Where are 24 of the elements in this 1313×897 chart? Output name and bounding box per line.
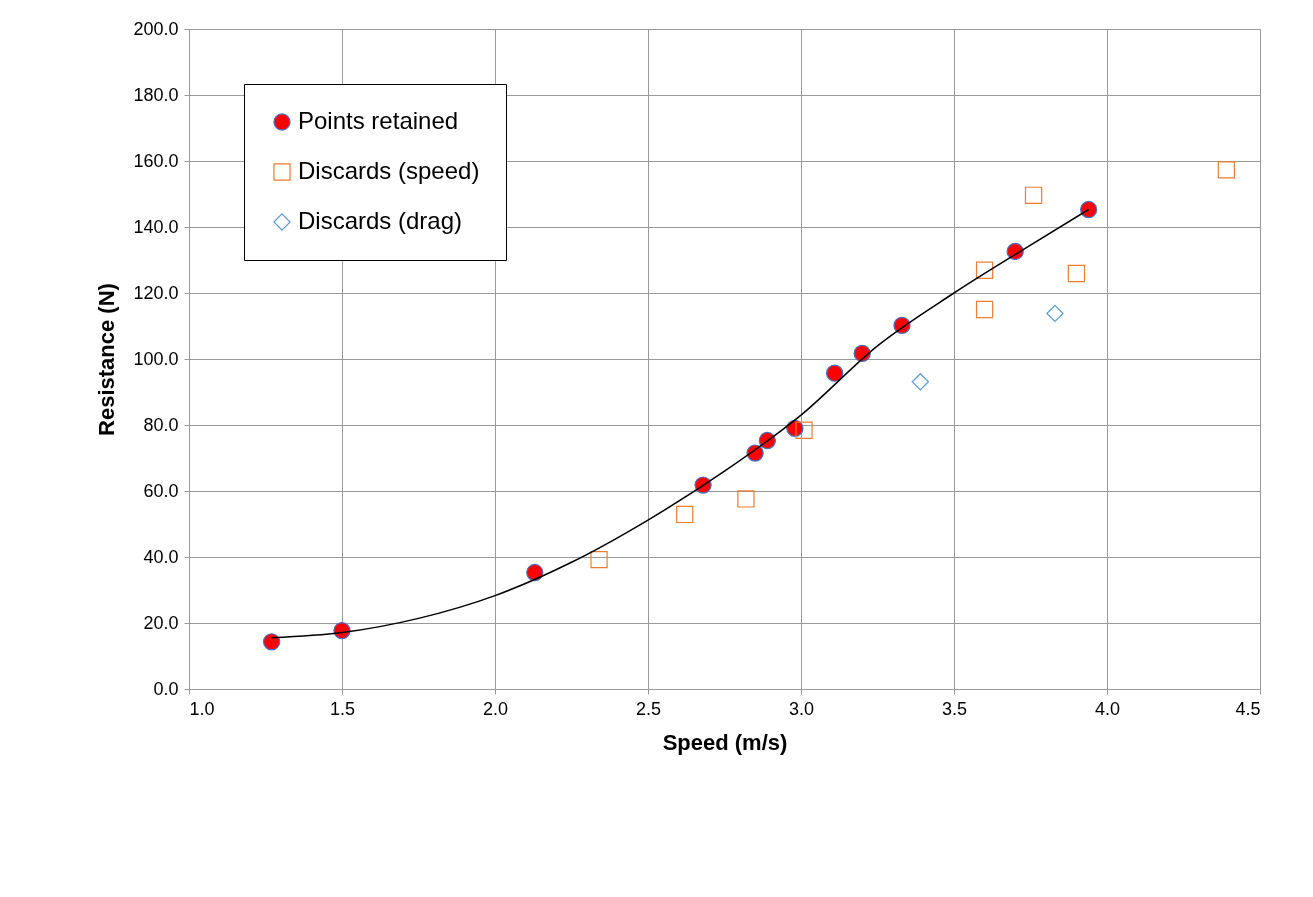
x-tick-label: 3.0 xyxy=(788,698,815,719)
x-tick-label: 4.0 xyxy=(1094,698,1121,719)
y-tick-label: 200.0 xyxy=(133,18,179,39)
x-axis-title: Speed (m/s) xyxy=(662,729,788,755)
y-tick-label: 160.0 xyxy=(133,150,179,171)
x-tick-label: 1.5 xyxy=(329,698,356,719)
y-tick-label: 20.0 xyxy=(143,612,179,633)
legend-label: Discards (drag) xyxy=(298,207,463,234)
x-tick-label: 2.0 xyxy=(482,698,509,719)
x-tick-label: 2.5 xyxy=(635,698,662,719)
y-tick-label: 180.0 xyxy=(133,84,179,105)
x-tick-label: 4.5 xyxy=(1235,698,1261,719)
y-tick-label: 120.0 xyxy=(133,282,179,303)
legend-label: Discards (speed) xyxy=(298,157,480,184)
y-tick-label: 0.0 xyxy=(153,678,179,699)
x-tick-label: 3.5 xyxy=(941,698,968,719)
y-tick-label: 40.0 xyxy=(143,546,179,567)
y-tick-label: 100.0 xyxy=(133,348,179,369)
legend-label: Points retained xyxy=(298,107,459,134)
y-tick-label: 60.0 xyxy=(143,480,179,501)
y-axis-title: Resistance (N) xyxy=(94,283,120,436)
x-tick-label: 1.0 xyxy=(189,698,215,719)
y-tick-label: 140.0 xyxy=(133,216,179,237)
y-tick-label: 80.0 xyxy=(143,414,179,435)
